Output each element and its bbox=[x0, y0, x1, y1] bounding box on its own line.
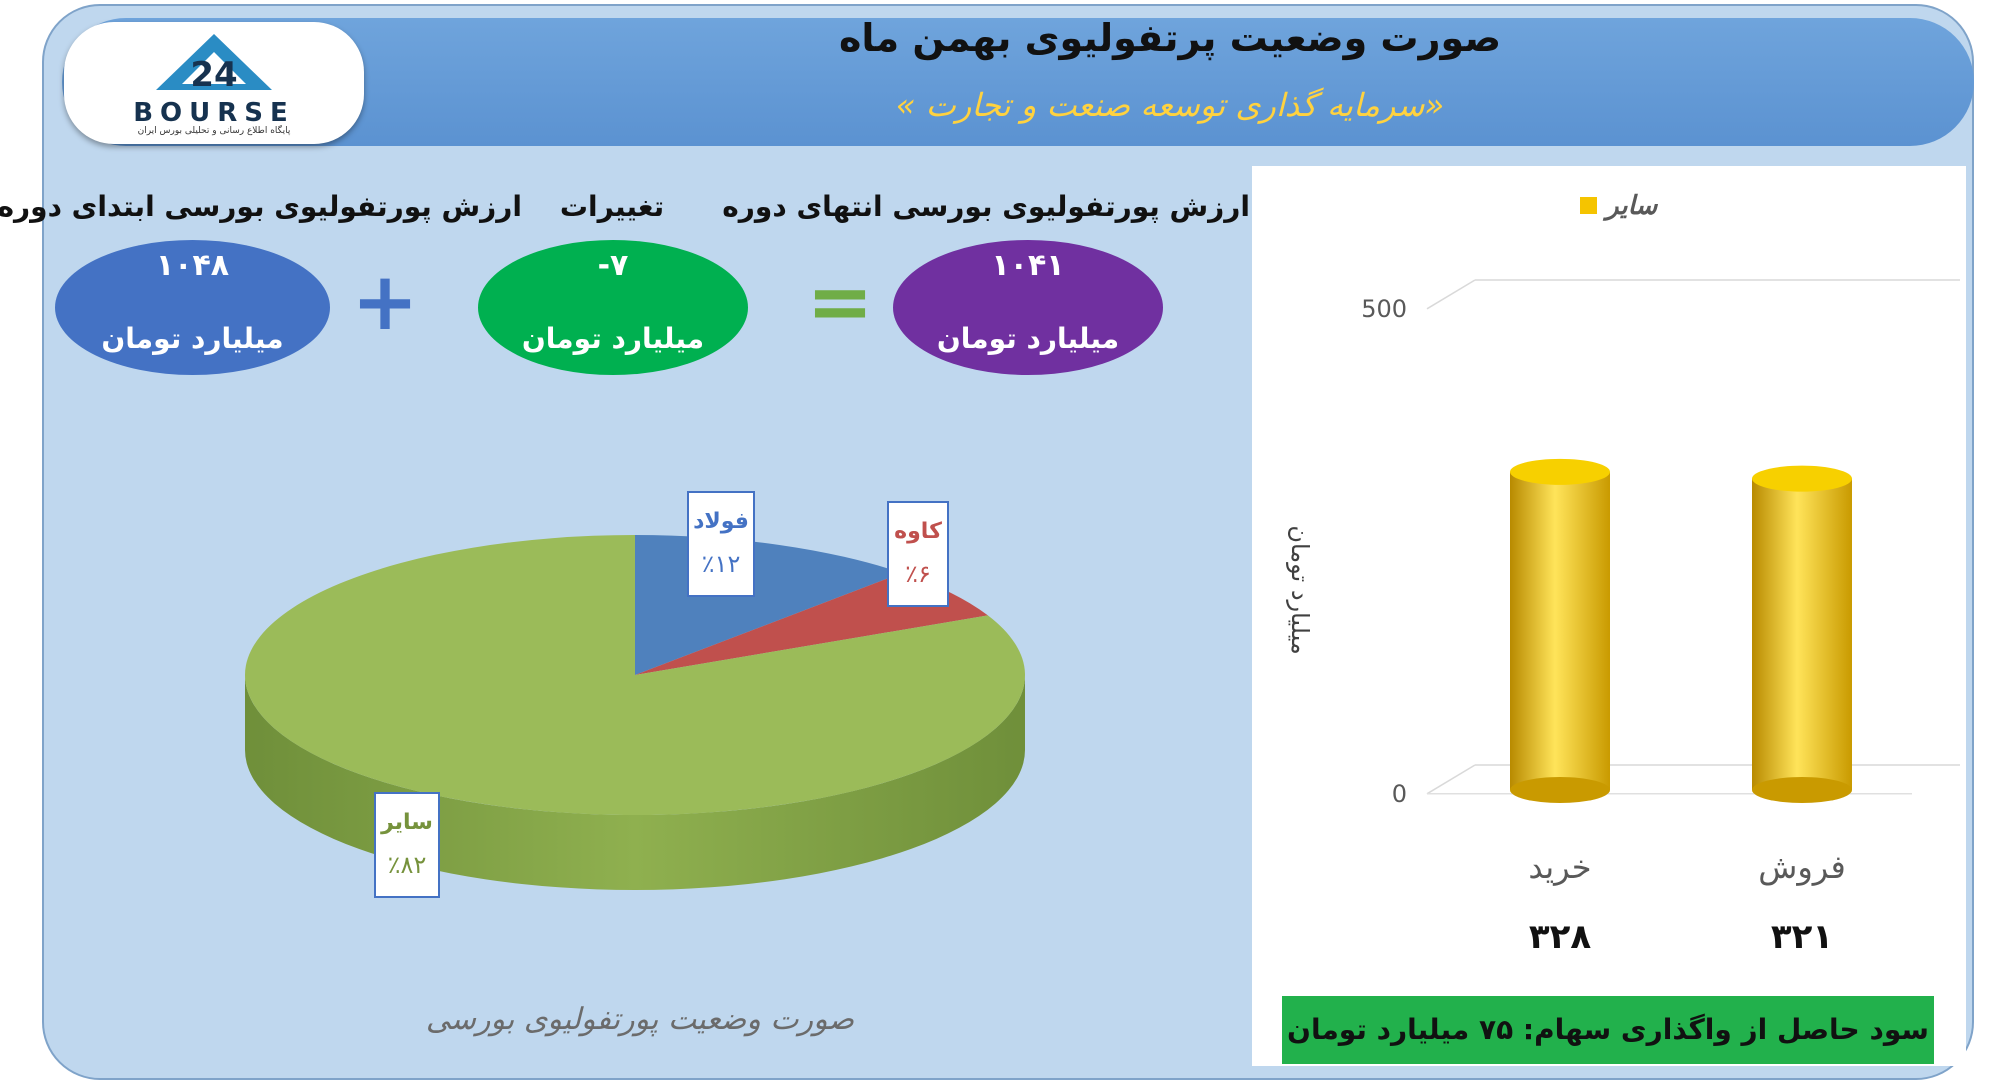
pie-label-name-3: سایر bbox=[380, 810, 433, 835]
page-title: صورت وضعیت پرتفولیوی بهمن ماه bbox=[838, 16, 1502, 60]
pie-label-box-3 bbox=[374, 792, 440, 898]
bar-value-label-1: ۳۲۸ bbox=[1529, 917, 1592, 957]
bar-top-1 bbox=[1510, 458, 1610, 485]
y-tick-label-0: 0 bbox=[1392, 780, 1407, 808]
pie-label-value-3: ٪۸۲ bbox=[388, 851, 427, 879]
pie-label-name-1: فولاد bbox=[693, 509, 749, 534]
page-subtitle: «سرمایه گذاری توسعه صنعت و تجارت » bbox=[895, 86, 1445, 124]
end-value: ۱۰۴۱ bbox=[991, 248, 1065, 283]
logo-subtitle: پایگاه اطلاع رسانی و تحلیلی بورس ایران bbox=[137, 126, 291, 136]
logo: 24 BOURSE پایگاه اطلاع رسانی و تحلیلی بو… bbox=[64, 22, 364, 144]
x-category-label-1: خرید bbox=[1528, 848, 1591, 886]
pie-slice-3 bbox=[245, 535, 1026, 815]
end-value-unit: میلیارد تومان bbox=[936, 322, 1120, 355]
bar-base-2 bbox=[1752, 777, 1852, 803]
pie-chart-title: صورت وضعیت پورتفولیوی بورسی bbox=[425, 1002, 855, 1037]
legend-swatch bbox=[1580, 197, 1597, 214]
pie-label-value-1: ٪۱۲ bbox=[702, 550, 741, 578]
pie-label-name-2: کاوه bbox=[894, 519, 942, 544]
start-value-label: ارزش پورتفولیوی بورسی ابتدای دوره bbox=[0, 190, 522, 223]
bar-value-label-2: ۳۲۱ bbox=[1771, 917, 1833, 957]
bar-1 bbox=[1510, 471, 1610, 790]
y-tick-label-1: 500 bbox=[1361, 295, 1407, 323]
change-oval: -۷ میلیارد تومان bbox=[478, 240, 748, 375]
legend-label: سایر bbox=[1602, 191, 1659, 221]
header-bar bbox=[62, 18, 1974, 146]
plus-sign: + bbox=[351, 255, 419, 348]
bar-2 bbox=[1752, 478, 1852, 790]
logo-text: BOURSE bbox=[133, 98, 295, 128]
profit-banner: سود حاصل از واگذاری سهام: ۷۵ میلیارد توم… bbox=[1282, 996, 1934, 1064]
x-category-label-2: فروش bbox=[1758, 848, 1845, 886]
pie-label-value-2: ٪۶ bbox=[905, 560, 931, 588]
change-label: تغییرات bbox=[559, 190, 665, 223]
start-value-unit: میلیارد تومان bbox=[101, 322, 284, 355]
start-value-oval: ۱۰۴۸ میلیارد تومان bbox=[55, 240, 330, 375]
gridline-depth-0 bbox=[1426, 764, 1476, 795]
pie-label-box-1 bbox=[687, 491, 755, 597]
svg-text:24: 24 bbox=[190, 55, 237, 95]
bar-base-1 bbox=[1510, 777, 1610, 803]
end-value-label: ارزش پورتفولیوی بورسی انتهای دوره bbox=[722, 190, 1250, 223]
bar-top-2 bbox=[1752, 465, 1852, 492]
logo-mountain-icon: 24 bbox=[156, 34, 272, 95]
pie-label-box-2 bbox=[887, 501, 949, 607]
change-value: -۷ bbox=[597, 248, 629, 283]
portfolio-pie-chart: فولاد ٪۱۲ کاوه ٪۶ سایر ٪۸۲ bbox=[245, 491, 1026, 898]
equals-sign: = bbox=[806, 255, 874, 348]
gridline-depth-1 bbox=[1426, 279, 1476, 310]
end-value-oval: ۱۰۴۱ میلیارد تومان bbox=[893, 240, 1163, 375]
start-value: ۱۰۴۸ bbox=[155, 248, 230, 283]
y-axis-label: میلیارد تومان bbox=[1286, 525, 1314, 654]
change-unit: میلیارد تومان bbox=[521, 322, 705, 355]
